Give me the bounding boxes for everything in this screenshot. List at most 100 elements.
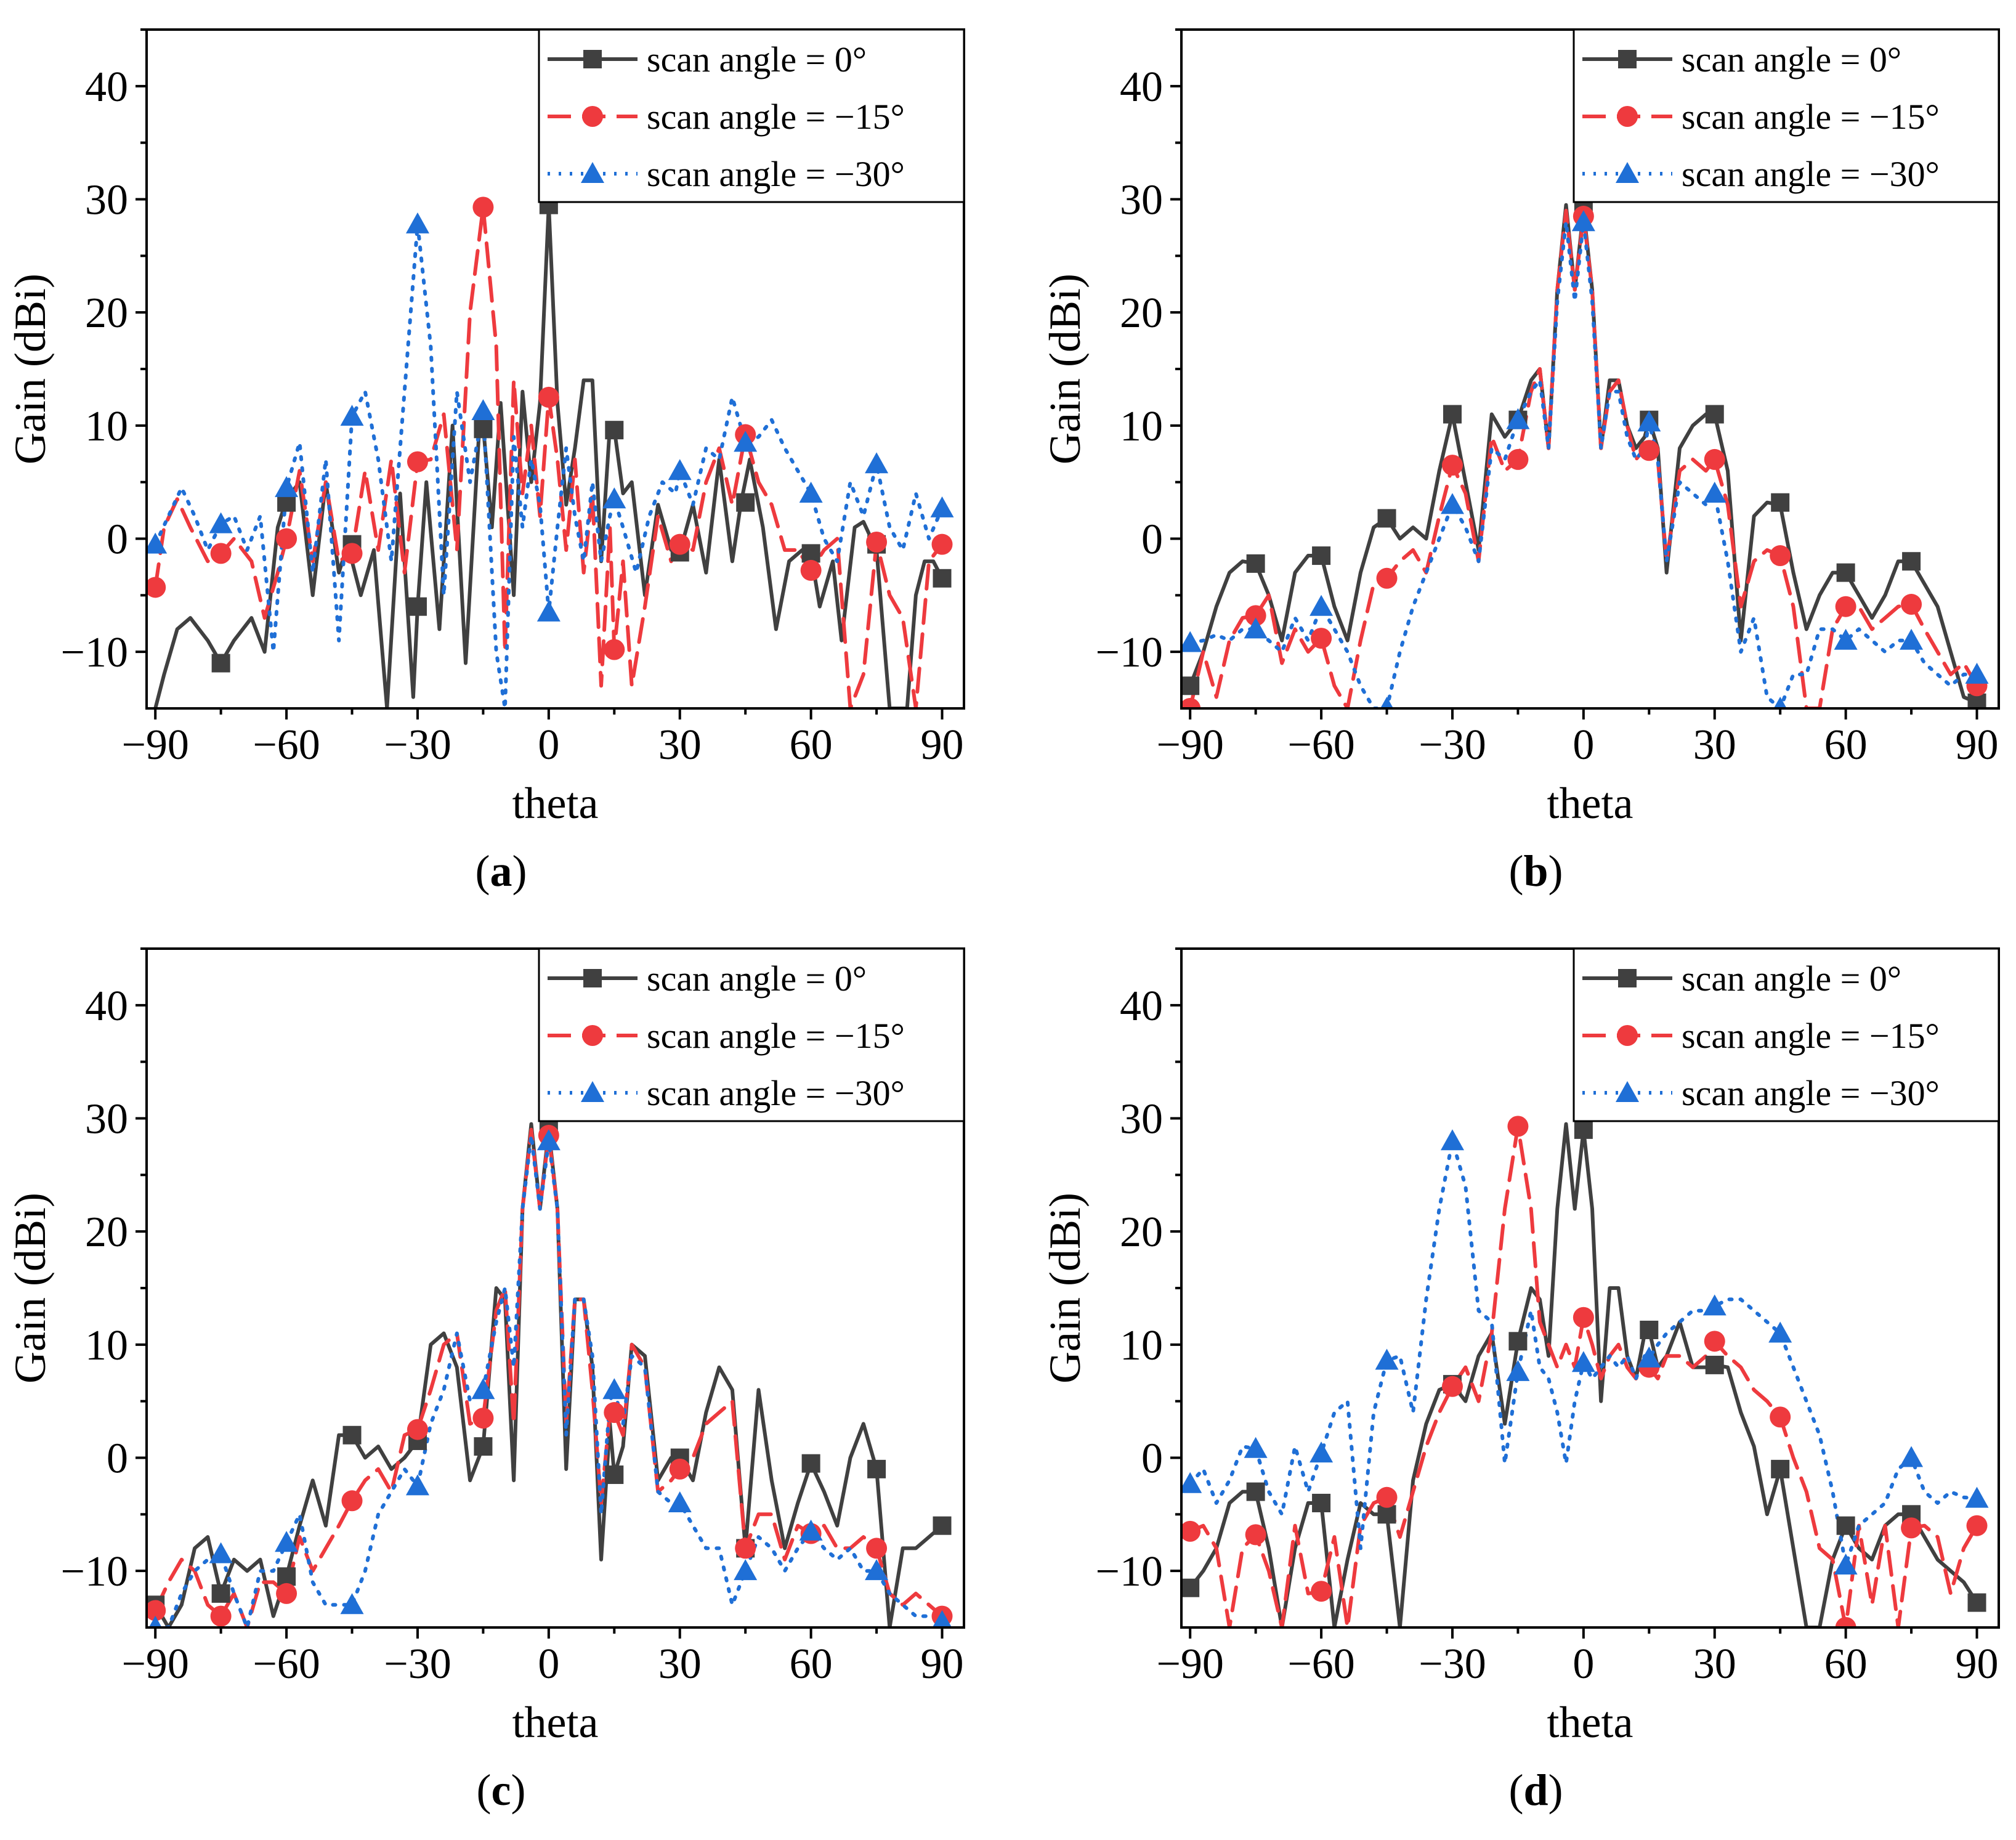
series-2-marker xyxy=(865,1559,889,1581)
series-2-marker xyxy=(1965,662,1989,684)
y-axis-label: Gain (dBi) xyxy=(1040,1193,1090,1384)
legend-entry-2: scan angle = −30° xyxy=(647,154,905,194)
y-tick-label: 30 xyxy=(85,1096,128,1143)
series-1-marker xyxy=(210,543,232,564)
series-2-marker xyxy=(275,476,299,497)
series-0-marker xyxy=(605,421,624,440)
legend-marker-0 xyxy=(1618,50,1637,68)
y-tick-label: 30 xyxy=(85,177,128,224)
series-0-marker xyxy=(1771,1459,1790,1478)
series-1-marker xyxy=(1181,698,1201,708)
x-tick-label: 90 xyxy=(921,721,964,769)
series-1-marker xyxy=(669,1458,690,1480)
series-1-marker xyxy=(735,1538,756,1559)
series-1-marker xyxy=(341,543,363,564)
x-tick-label: −60 xyxy=(1287,721,1354,769)
series-1-marker xyxy=(866,532,888,553)
y-tick-label: 0 xyxy=(1141,516,1163,564)
series-2-marker xyxy=(536,1129,561,1151)
x-axis-label: theta xyxy=(512,779,599,828)
x-tick-label: −30 xyxy=(1419,1640,1486,1688)
y-axis-label: Gain (dBi) xyxy=(6,1193,55,1384)
series-0-marker xyxy=(408,597,427,616)
series-1-marker xyxy=(407,1419,428,1440)
legend-marker-0 xyxy=(583,50,602,68)
series-1-marker xyxy=(604,1402,625,1424)
series-2-marker xyxy=(209,1542,233,1563)
series-2-marker xyxy=(1181,1472,1202,1493)
series-1-marker xyxy=(1507,1116,1529,1137)
series-1-marker xyxy=(147,577,166,598)
series-2-marker xyxy=(1637,1346,1661,1368)
plot-area xyxy=(1181,1116,1989,1627)
legend-entry-2: scan angle = −30° xyxy=(647,1073,905,1113)
legend: scan angle = 0° scan angle = −15° scan ang… xyxy=(538,947,965,1122)
series-2-marker xyxy=(668,459,692,480)
legend: scan angle = 0° scan angle = −15° scan ang… xyxy=(1573,28,2000,203)
series-2-marker xyxy=(148,1616,162,1627)
x-tick-label: 30 xyxy=(1693,721,1736,769)
series-1-marker xyxy=(276,528,298,549)
y-tick-label: 10 xyxy=(1120,1322,1163,1369)
series-2-marker xyxy=(1244,1437,1268,1458)
panel-caption: (d) xyxy=(1508,1765,1563,1815)
series-2-marker xyxy=(799,1519,823,1541)
series-2-marker xyxy=(275,1531,299,1552)
panel-caption: (a) xyxy=(476,846,527,896)
legend: scan angle = 0° scan angle = −15° scan ang… xyxy=(1573,947,2000,1122)
y-tick-label: 0 xyxy=(107,1435,128,1483)
legend-entry-0: scan angle = 0° xyxy=(647,959,867,999)
series-0-marker xyxy=(867,1459,886,1478)
series-0-marker xyxy=(1508,1332,1528,1351)
chart-panel-a: −90 −60 −30 0 30 60 90 −10 0 10 20 30 40 theta Gain (d… xyxy=(6,28,965,896)
series-line-2 xyxy=(153,1133,944,1627)
series-line-1 xyxy=(1188,1124,1979,1627)
series-2-marker xyxy=(147,532,168,554)
series-1-marker xyxy=(407,451,428,472)
series-0-marker xyxy=(1246,1482,1265,1501)
panel-caption: (c) xyxy=(477,1765,526,1815)
x-tick-label: −60 xyxy=(253,721,320,769)
x-tick-label: 60 xyxy=(1824,1640,1868,1688)
series-2-marker xyxy=(1900,628,1924,650)
x-tick-label: 30 xyxy=(1693,1640,1736,1688)
series-2-marker xyxy=(602,487,626,509)
series-1-marker xyxy=(866,1538,888,1559)
series-2-marker xyxy=(471,399,495,420)
series-1-marker xyxy=(1901,1517,1922,1539)
series-1-marker xyxy=(1573,1307,1594,1328)
series-0-marker xyxy=(211,654,230,673)
series-1-marker xyxy=(669,533,690,555)
series-2-marker xyxy=(1375,1348,1399,1370)
y-tick-label: 10 xyxy=(1120,403,1163,450)
series-2-marker xyxy=(1181,631,1202,652)
series-1-marker xyxy=(1835,1617,1856,1627)
legend-entry-1: scan angle = −15° xyxy=(647,1016,905,1056)
series-line-2 xyxy=(1188,1139,1979,1567)
series-2-marker xyxy=(734,1559,758,1581)
y-tick-label: 20 xyxy=(85,1209,128,1256)
series-0-marker xyxy=(801,1454,820,1473)
legend-marker-2 xyxy=(581,162,604,183)
series-1-marker xyxy=(1638,440,1660,461)
legend-entry-1: scan angle = −15° xyxy=(1682,97,1940,137)
legend-marker-0 xyxy=(583,969,602,987)
y-tick-label: 10 xyxy=(85,1322,128,1369)
series-2-marker xyxy=(1244,617,1268,639)
series-1-marker xyxy=(1311,628,1332,649)
series-1-marker xyxy=(931,533,953,555)
y-tick-label: 40 xyxy=(85,983,128,1030)
series-1-marker xyxy=(1704,448,1725,470)
y-tick-label: 40 xyxy=(1120,983,1163,1030)
series-2-marker xyxy=(1702,482,1727,503)
y-tick-label: 30 xyxy=(1120,177,1163,224)
x-tick-label: 0 xyxy=(538,721,559,769)
x-tick-label: −90 xyxy=(1156,721,1223,769)
series-2-marker xyxy=(1380,697,1394,708)
series-2-marker xyxy=(1440,493,1464,514)
series-2-marker xyxy=(930,496,954,517)
series-1-marker xyxy=(341,1490,363,1512)
y-tick-label: 20 xyxy=(85,290,128,337)
legend-marker-0 xyxy=(1618,969,1637,987)
y-tick-label: 10 xyxy=(85,403,128,450)
